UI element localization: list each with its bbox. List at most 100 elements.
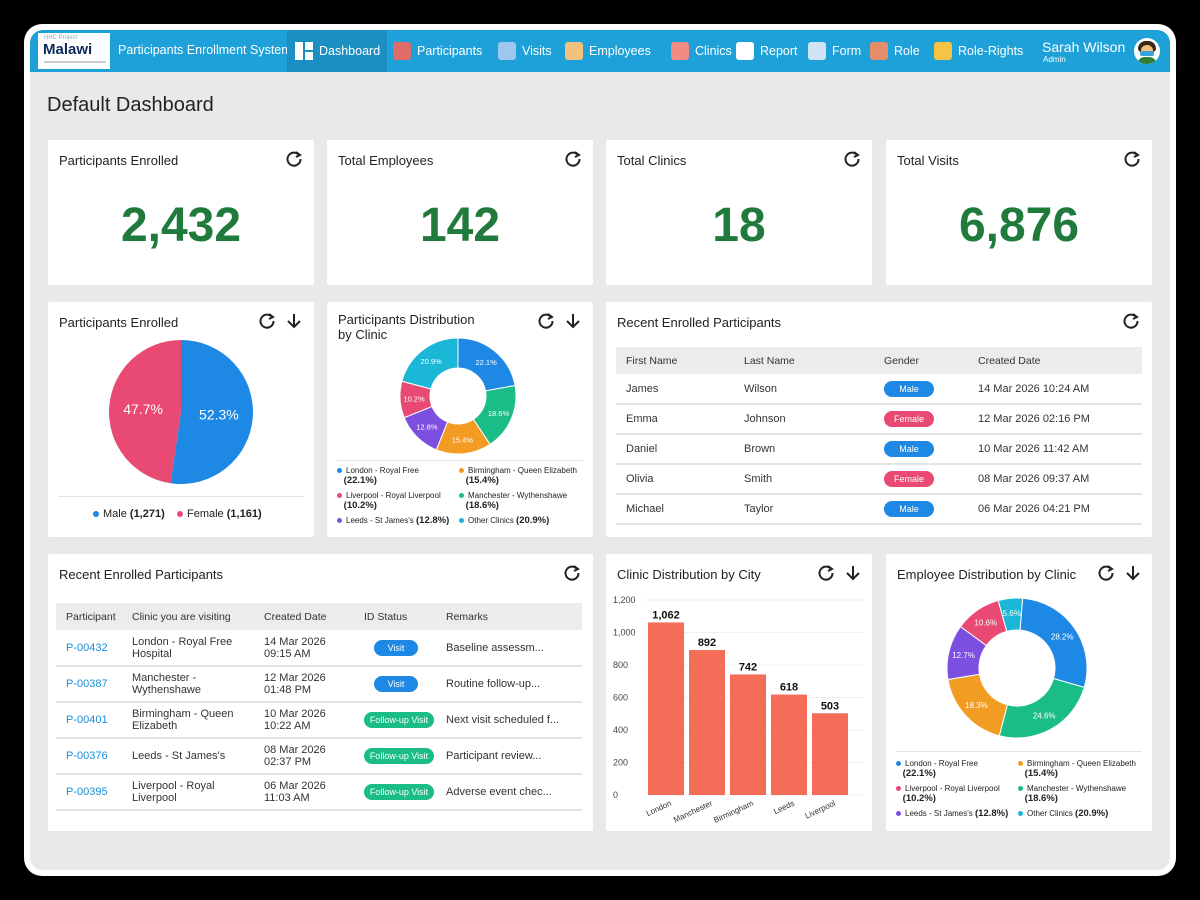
status-badge[interactable]: Follow-up Visit bbox=[364, 784, 434, 800]
pie-slice-0[interactable] bbox=[1019, 597, 1088, 689]
refresh-icon[interactable] bbox=[537, 312, 555, 330]
nav-item-form[interactable]: form-icon Form bbox=[808, 30, 861, 72]
participant-id-link[interactable]: P-00395 bbox=[66, 786, 108, 798]
refresh-icon[interactable] bbox=[817, 564, 835, 582]
bar-value-label: 618 bbox=[780, 682, 798, 694]
table-row[interactable]: P-00387 Manchester - Wythenshawe 12 Mar 202… bbox=[56, 666, 582, 703]
table-row[interactable]: Daniel Brown Male 10 Mar 2026 11:42 AM bbox=[616, 434, 1142, 465]
col-id-status[interactable]: ID Status bbox=[364, 603, 446, 630]
legend-item[interactable]: London - Royal Free (22.1%) bbox=[337, 466, 462, 486]
pie-slice-1[interactable] bbox=[998, 677, 1085, 739]
refresh-icon[interactable] bbox=[1097, 564, 1115, 582]
col-created-date[interactable]: Created Date bbox=[978, 347, 1142, 374]
refresh-icon[interactable] bbox=[285, 150, 303, 168]
divider bbox=[58, 496, 304, 497]
col-participant[interactable]: Participant bbox=[56, 603, 132, 630]
app-logo[interactable]: HHC Project Malawi bbox=[38, 33, 110, 69]
date-cell: 10 Mar 2026 10:22 AM bbox=[264, 702, 364, 739]
table-row[interactable]: P-00376 Leeds - St James's 08 Mar 2026 02:3… bbox=[56, 738, 582, 775]
status-badge[interactable]: Follow-up Visit bbox=[364, 748, 434, 764]
legend-item[interactable]: Manchester - Wythenshawe (18.6%) bbox=[1018, 784, 1143, 804]
table-row[interactable]: P-00395 Liverpool - Royal Liverpool 06 Mar … bbox=[56, 774, 582, 811]
table-header-row: Participant Clinic you are visiting Crea… bbox=[56, 603, 582, 630]
col-first-name[interactable]: First Name bbox=[616, 347, 744, 374]
legend-item[interactable]: Other Clinics (20.9%) bbox=[1018, 809, 1143, 819]
gender-cell: Male bbox=[884, 374, 978, 405]
user-name[interactable]: Sarah Wilson bbox=[1042, 39, 1126, 55]
col-last-name[interactable]: Last Name bbox=[744, 347, 884, 374]
nav-item-clinics[interactable]: clinics-icon Clinics bbox=[671, 30, 732, 72]
col-gender[interactable]: Gender bbox=[884, 347, 978, 374]
download-icon[interactable] bbox=[564, 312, 582, 330]
bar-leeds[interactable] bbox=[771, 694, 807, 795]
stat-card: Total Clinics 18 bbox=[606, 140, 872, 285]
pie-slice-5[interactable] bbox=[997, 597, 1024, 633]
bar-manchester[interactable] bbox=[689, 650, 725, 795]
participant-id-link[interactable]: P-00387 bbox=[66, 678, 108, 690]
refresh-icon[interactable] bbox=[258, 312, 276, 330]
date-line2: 02:37 PM bbox=[264, 756, 312, 768]
nav-item-participants[interactable]: participants-icon Participants bbox=[393, 30, 482, 72]
last-name: Wilson bbox=[744, 374, 884, 405]
table-row[interactable]: Olivia Smith Female 08 Mar 2026 09:37 AM bbox=[616, 464, 1142, 495]
refresh-icon[interactable] bbox=[564, 150, 582, 168]
nav-item-label: Form bbox=[832, 44, 862, 58]
download-icon[interactable] bbox=[285, 312, 303, 330]
legend-value: (22.1%) bbox=[902, 768, 936, 779]
participant-id-link[interactable]: P-00432 bbox=[66, 641, 108, 654]
status-cell: Follow-up Visit bbox=[364, 738, 446, 775]
bar-value-label: 742 bbox=[739, 661, 757, 673]
nav-item-dashboard[interactable]: Dashboard bbox=[287, 30, 387, 72]
download-icon[interactable] bbox=[844, 564, 862, 582]
bar-liverpool[interactable] bbox=[812, 713, 848, 795]
legend-item[interactable]: Liverpool - Royal Liverpool (10.2%) bbox=[337, 491, 462, 511]
participant-id-link[interactable]: P-00376 bbox=[66, 750, 108, 762]
refresh-icon[interactable] bbox=[1123, 150, 1141, 168]
refresh-icon[interactable] bbox=[1122, 312, 1140, 330]
nav-item-role[interactable]: role-icon Role bbox=[870, 30, 920, 72]
status-badge[interactable]: Visit bbox=[374, 676, 418, 692]
stat-label: Total Employees bbox=[338, 153, 434, 168]
pie-slice-0[interactable] bbox=[170, 340, 253, 484]
table-row[interactable]: P-00401 Birmingham - Queen Elizabeth 10 Mar… bbox=[56, 702, 582, 739]
nav-item-role-rights[interactable]: role-rights-icon Role-Rights bbox=[934, 30, 1023, 72]
bar-london[interactable] bbox=[648, 622, 684, 795]
legend-item[interactable]: Leeds - St James's (12.8%) bbox=[896, 809, 1021, 819]
col-clinic[interactable]: Clinic you are visiting bbox=[132, 603, 264, 630]
col-created-date[interactable]: Created Date bbox=[264, 603, 364, 630]
first-name: James bbox=[616, 374, 744, 405]
bar-birmingham[interactable] bbox=[730, 674, 766, 795]
legend-item[interactable]: Birmingham - Queen Elizabeth (15.4%) bbox=[459, 466, 584, 486]
legend-item[interactable]: Liverpool - Royal Liverpool (10.2%) bbox=[896, 784, 1021, 804]
legend-dot bbox=[337, 518, 342, 524]
download-icon[interactable] bbox=[1124, 564, 1142, 582]
created-date: 08 Mar 2026 09:37 AM bbox=[978, 464, 1142, 495]
table-row[interactable]: Emma Johnson Female 12 Mar 2026 02:16 PM bbox=[616, 404, 1142, 435]
table-row[interactable]: James Wilson Male 14 Mar 2026 10:24 AM bbox=[616, 374, 1142, 405]
remarks: Adverse event chec... bbox=[446, 774, 582, 811]
refresh-icon[interactable] bbox=[563, 564, 581, 582]
col-remarks[interactable]: Remarks bbox=[446, 603, 582, 630]
legend-item[interactable]: London - Royal Free (22.1%) bbox=[896, 759, 1021, 779]
nav-item-report[interactable]: report-icon Report bbox=[736, 30, 798, 72]
nav-item-employees[interactable]: employees-icon Employees bbox=[565, 30, 651, 72]
refresh-icon[interactable] bbox=[843, 150, 861, 168]
legend-item[interactable]: Manchester - Wythenshawe (18.6%) bbox=[459, 491, 584, 511]
pie-slice-5[interactable] bbox=[401, 337, 459, 390]
status-badge[interactable]: Visit bbox=[374, 639, 418, 656]
divider bbox=[337, 460, 583, 461]
table-row[interactable]: P-00432 London - Royal Free Hospital 14 Mar… bbox=[56, 630, 582, 667]
pie-slice-1[interactable] bbox=[108, 340, 181, 484]
legend-item[interactable]: Other Clinics (20.9%) bbox=[459, 516, 584, 526]
gender-badge: Female bbox=[884, 471, 934, 487]
recent-table-wrap: First Name Last Name Gender Created Date… bbox=[616, 347, 1142, 525]
legend-item[interactable]: Birmingham - Queen Elizabeth (15.4%) bbox=[1018, 759, 1143, 779]
avatar[interactable] bbox=[1134, 38, 1160, 64]
status-badge[interactable]: Follow-up Visit bbox=[364, 712, 434, 728]
legend-dot bbox=[896, 786, 901, 792]
legend-item[interactable]: Leeds - St James's (12.8%) bbox=[337, 516, 462, 526]
table-row[interactable]: Michael Taylor Male 06 Mar 2026 04:21 PM bbox=[616, 494, 1142, 525]
created-date: 12 Mar 2026 02:16 PM bbox=[978, 404, 1142, 435]
participant-id-link[interactable]: P-00401 bbox=[66, 714, 108, 726]
